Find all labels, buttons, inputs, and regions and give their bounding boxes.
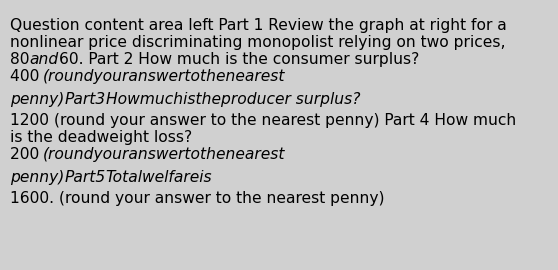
Text: Totalwelfareis: Totalwelfareis [105, 170, 212, 185]
Text: nonlinear price discriminating monopolist relying on two prices,: nonlinear price discriminating monopolis… [10, 35, 506, 50]
Text: (roundyouranswertothenearest: (roundyouranswertothenearest [42, 69, 285, 84]
Text: 60. Part 2 How much is the consumer surplus?: 60. Part 2 How much is the consumer surp… [59, 52, 419, 67]
Text: Part3: Part3 [64, 92, 105, 107]
Text: 1600. (round your answer to the nearest penny): 1600. (round your answer to the nearest … [10, 191, 384, 206]
Text: 1200 (round your answer to the nearest penny) Part 4 How much: 1200 (round your answer to the nearest p… [10, 113, 516, 128]
Text: penny): penny) [10, 92, 64, 107]
Text: and: and [30, 52, 59, 67]
Text: penny): penny) [10, 170, 64, 185]
Text: Part5: Part5 [64, 170, 105, 185]
Text: Question content area left Part 1 Review the graph at right for a: Question content area left Part 1 Review… [10, 18, 507, 33]
Text: (roundyouranswertothenearest: (roundyouranswertothenearest [42, 147, 285, 162]
Text: is the deadweight loss?: is the deadweight loss? [10, 130, 193, 145]
Text: 400: 400 [10, 69, 42, 84]
Text: 200: 200 [10, 147, 42, 162]
Text: 80: 80 [10, 52, 30, 67]
Text: Howmuchistheproducer surplus?: Howmuchistheproducer surplus? [105, 92, 360, 107]
